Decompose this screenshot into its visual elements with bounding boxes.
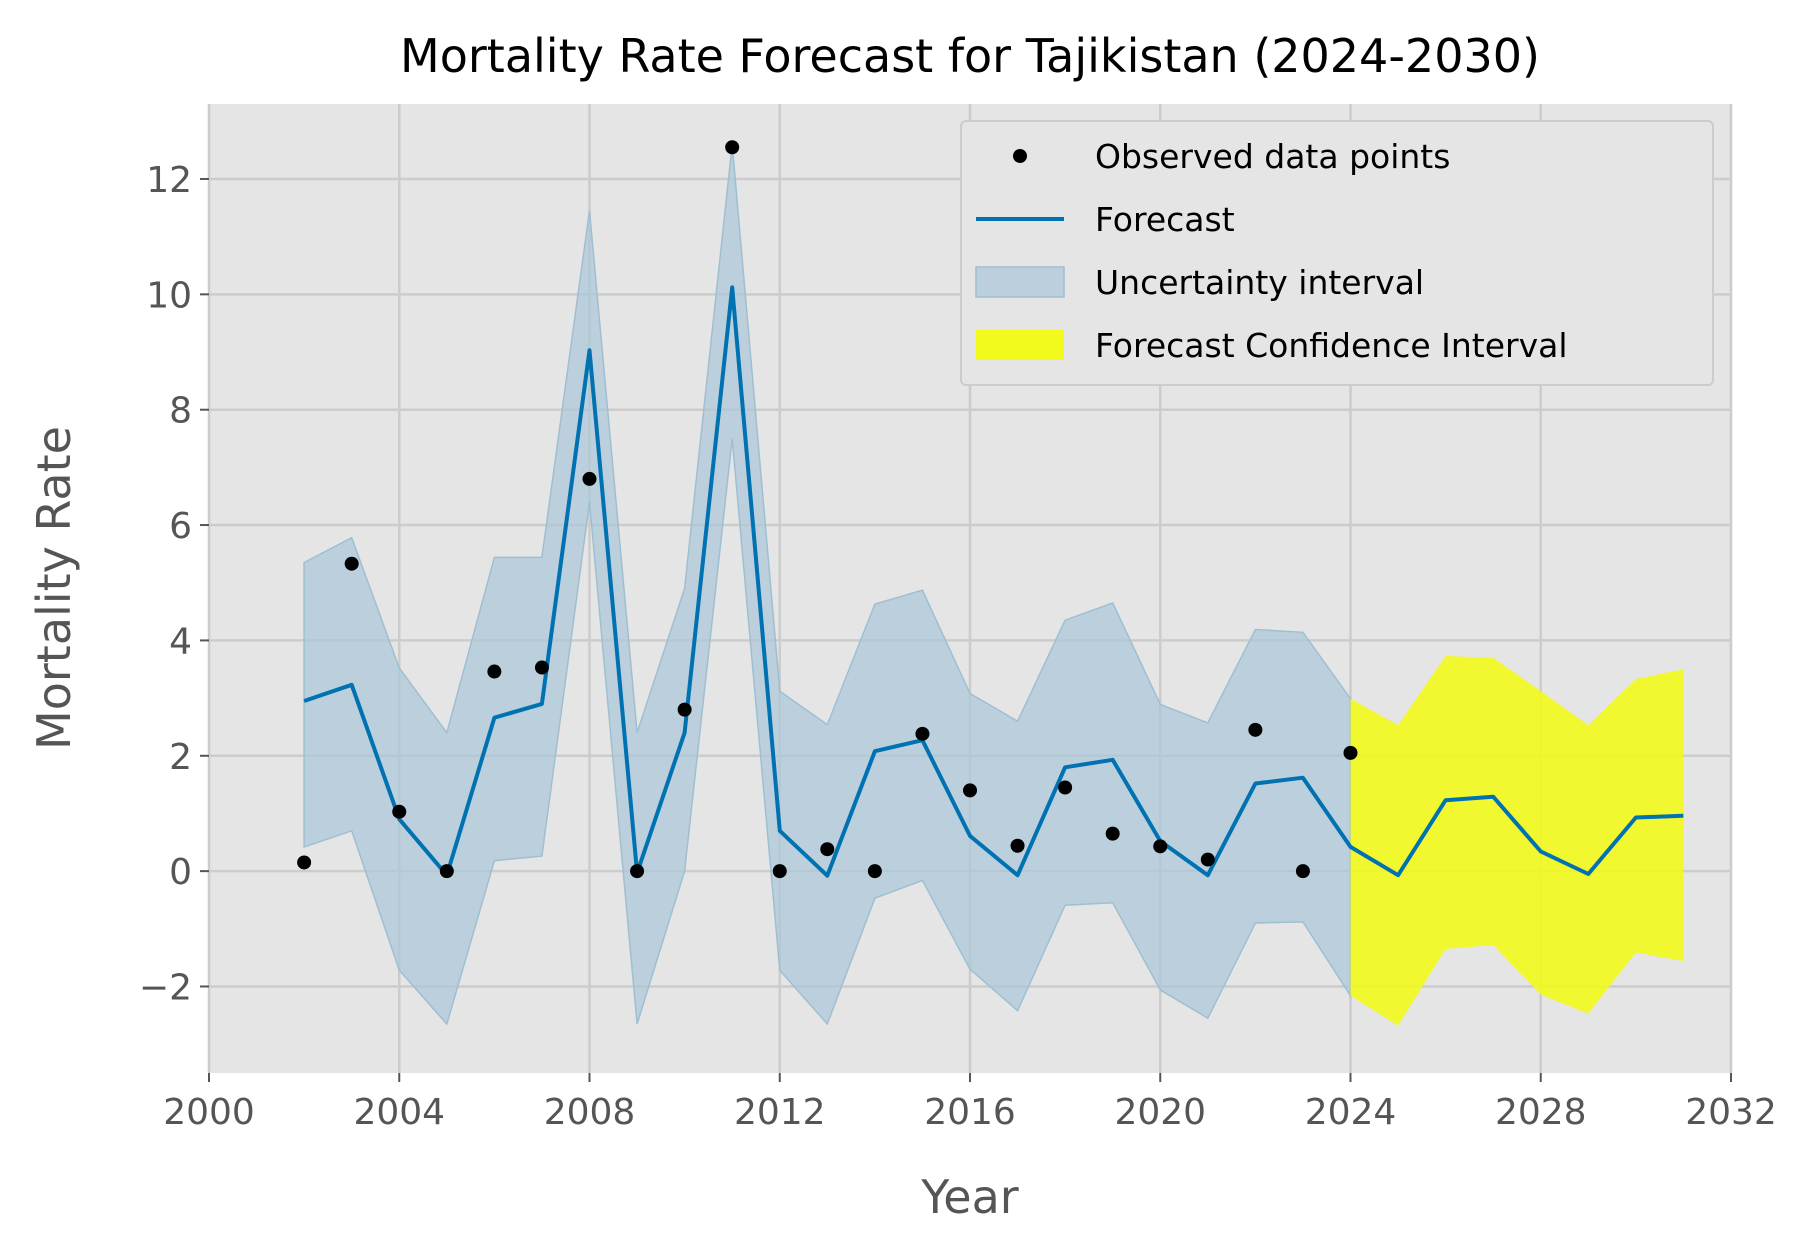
x-tick-label: 2004 [353, 1092, 445, 1133]
observed-point [820, 842, 835, 857]
forecast-confidence-band [1350, 656, 1684, 1026]
legend-marker-confidence [976, 330, 1064, 360]
y-tick-label: 10 [146, 275, 192, 316]
observed-points [297, 140, 1358, 879]
y-tick-label: 4 [169, 621, 192, 662]
x-tick-label: 2032 [1685, 1092, 1777, 1133]
legend: Observed data points Forecast Uncertaint… [960, 120, 1714, 386]
legend-label-confidence: Forecast Confidence Interval [1095, 326, 1568, 365]
x-axis-ticks: 2000 2004 2008 2012 2016 2020 2024 2028 2032 [163, 1073, 1777, 1133]
y-axis-ticks: −2 0 2 4 6 8 10 12 [139, 160, 209, 1008]
observed-point [963, 783, 977, 798]
observed-point [1058, 780, 1073, 795]
observed-point [1105, 826, 1120, 841]
y-tick-label: 6 [169, 506, 192, 547]
observed-point [1200, 852, 1215, 867]
forecast-line [303, 285, 1684, 878]
x-tick-label: 2020 [1114, 1092, 1206, 1133]
legend-label-uncertainty: Uncertainty interval [1095, 263, 1424, 302]
legend-marker-observed [1013, 149, 1027, 163]
observed-point [392, 804, 407, 819]
x-tick-label: 2008 [544, 1092, 636, 1133]
legend-label-forecast: Forecast [1095, 200, 1235, 239]
observed-point [915, 726, 930, 741]
observed-point [582, 471, 597, 486]
x-tick-label: 2016 [924, 1092, 1016, 1133]
chart-title: Mortality Rate Forecast for Tajikistan (… [400, 29, 1540, 83]
y-tick-label: 0 [169, 852, 192, 893]
y-tick-label: 12 [146, 160, 192, 201]
observed-point [677, 702, 692, 717]
observed-point [630, 864, 645, 879]
x-tick-label: 2024 [1305, 1092, 1397, 1133]
y-tick-label: 8 [169, 391, 192, 432]
y-tick-label: 2 [169, 737, 192, 778]
observed-point [1295, 864, 1310, 879]
legend-box [960, 120, 1714, 386]
legend-marker-uncertainty [975, 266, 1065, 298]
observed-point [1343, 745, 1358, 760]
observed-point [1153, 839, 1168, 854]
x-axis-label: Year [920, 1170, 1018, 1224]
observed-point [867, 864, 882, 879]
observed-point [344, 556, 359, 571]
legend-label-observed: Observed data points [1095, 137, 1450, 176]
x-tick-label: 2000 [163, 1092, 255, 1133]
observed-point [487, 664, 502, 679]
observed-point [725, 140, 740, 155]
y-axis-label: Mortality Rate [27, 426, 81, 750]
observed-point [297, 855, 312, 870]
observed-point [1010, 838, 1025, 853]
x-tick-label: 2028 [1495, 1092, 1587, 1133]
observed-point [1248, 722, 1263, 737]
y-tick-label: −2 [139, 967, 192, 1008]
observed-point [439, 864, 454, 879]
x-tick-label: 2012 [734, 1092, 826, 1133]
observed-point [772, 864, 787, 879]
observed-point [534, 660, 549, 675]
